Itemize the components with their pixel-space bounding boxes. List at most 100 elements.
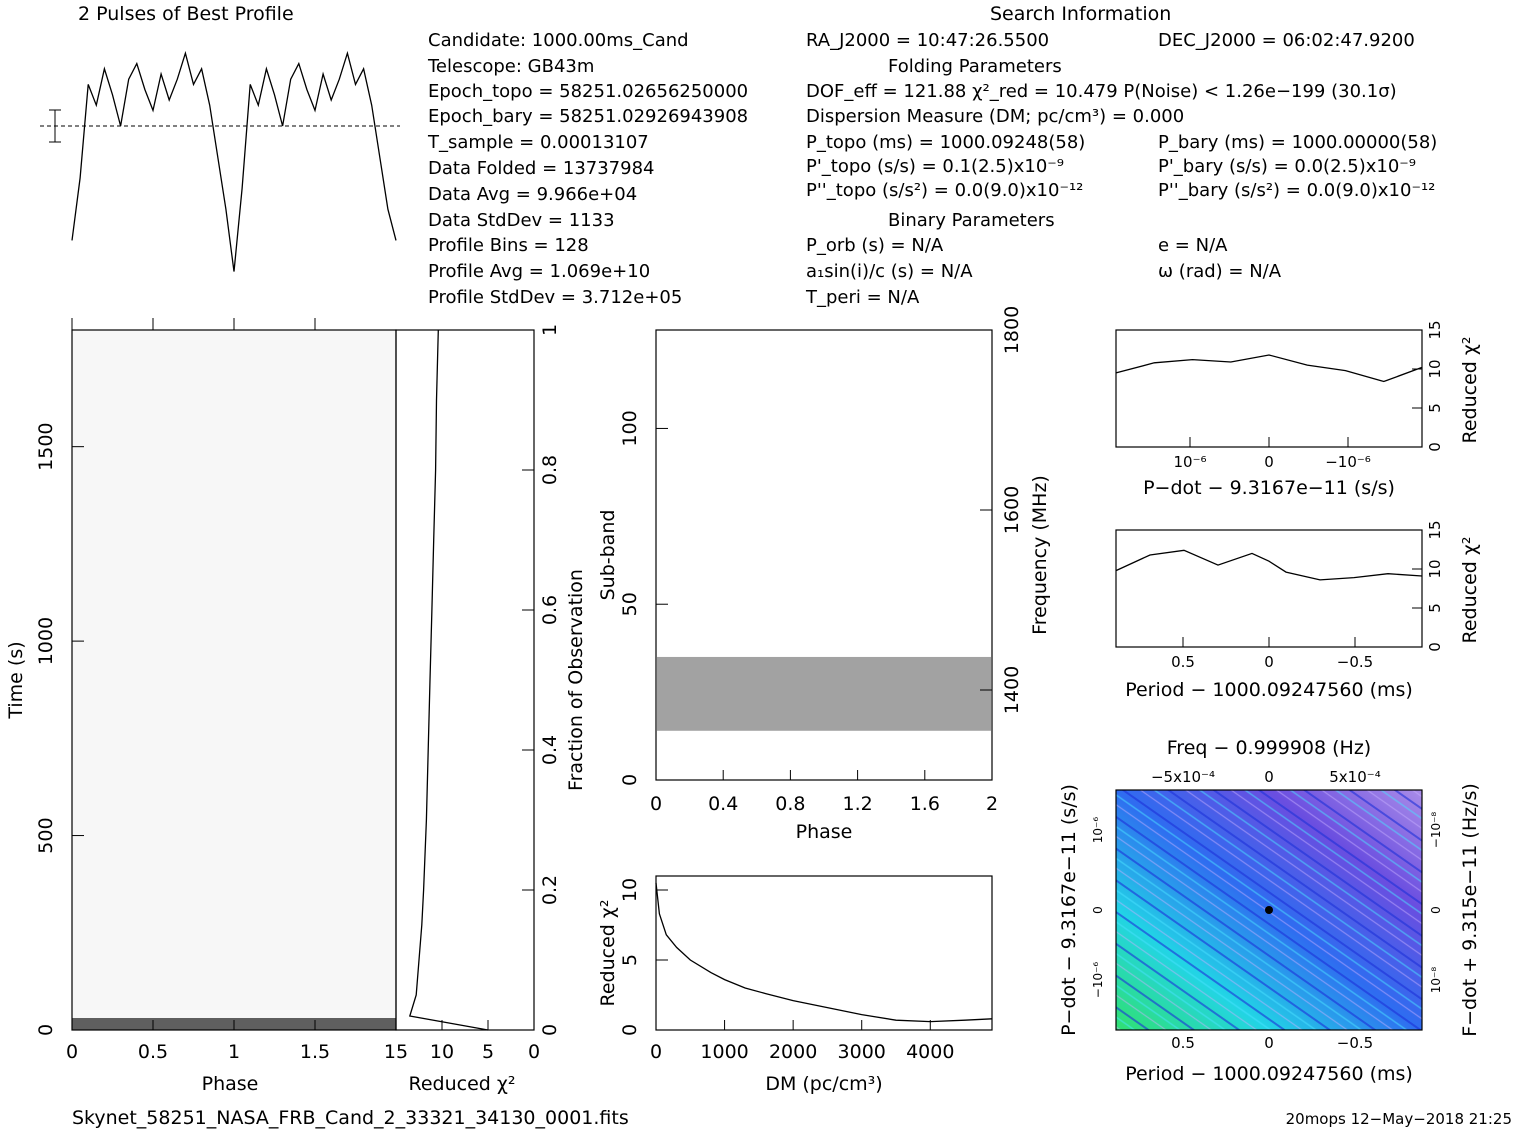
pd-plot-xtick-label: 0: [1264, 453, 1274, 471]
pd-plot-xtick-label: −10⁻⁶: [1325, 453, 1371, 471]
dm-chi2-frame: [655, 875, 993, 1031]
pdd-bary-line: P''_bary (s/s²) = 0.0(9.0)x10⁻¹²: [1158, 180, 1435, 201]
profile-avg-line: Profile Avg = 1.069e+10: [428, 261, 650, 282]
tc-xtick-label: 0: [528, 1041, 540, 1063]
grid-x2tick-label: −5x10⁻⁴: [1151, 768, 1215, 786]
tc-ytick-label: 1: [539, 324, 561, 336]
pd-bary-line: P'_bary (s/s) = 0.0(2.5)x10⁻⁹: [1158, 156, 1416, 177]
profile-curve: [71, 50, 397, 272]
dm-chi2-xlabel: DM (pc/cm³): [765, 1073, 882, 1095]
ra-line: RA_J2000 = 10:47:26.5500: [806, 30, 1049, 51]
dm-xtick-label: 2000: [769, 1041, 817, 1063]
grid-xlabel: Period − 1000.09247560 (ms): [1125, 1063, 1413, 1085]
time-chi2-ylabel: Fraction of Observation: [565, 569, 587, 791]
time-phase-plot: Phase Time (s) 0 0.5 1 1.5 0 500 1000 1500: [5, 318, 397, 1095]
telescope-line: Telescope: GB43m: [427, 56, 594, 77]
grid-best-marker: [1265, 906, 1273, 914]
grid-ytick-label: −10⁻⁶: [1091, 962, 1105, 999]
binary-title: Binary Parameters: [888, 210, 1055, 231]
tp-ytick-label: 1500: [35, 422, 57, 470]
omega-line: ω (rad) = N/A: [1158, 261, 1282, 282]
tc-ytick-label: 0.4: [539, 735, 561, 765]
pd-plot-ytick-label: 0: [1426, 442, 1444, 452]
sb-xtick-label: 1.2: [842, 793, 872, 815]
period-chi2-xlabel: Period − 1000.09247560 (ms): [1125, 679, 1413, 701]
dof-line: DOF_eff = 121.88 χ²_red = 10.479 P(Noise…: [806, 81, 1397, 102]
candidate-info: Candidate: 1000.00ms_Cand Telescope: GB4…: [427, 30, 748, 308]
time-chi2-xlabel: Reduced χ²: [409, 1073, 516, 1095]
dm-chi2-curve: [655, 882, 993, 1023]
time-phase-xlabel: Phase: [202, 1073, 259, 1095]
grid-x2tick-label: 0: [1264, 768, 1274, 786]
tc-xtick-label: 5: [482, 1041, 494, 1063]
sb-y2tick-label: 1800: [1001, 306, 1023, 354]
folding-title: Folding Parameters: [888, 56, 1062, 77]
t-sample-line: T_sample = 0.00013107: [427, 132, 649, 153]
dm-ytick-label: 10: [619, 878, 641, 902]
pp-plot-ytick-label: 5: [1426, 603, 1444, 613]
tc-ytick-label: 0.6: [539, 595, 561, 625]
grid-y2tick-label: 10⁻⁸: [1429, 967, 1443, 994]
a1sini-line: a₁sin(i)/c (s) = N/A: [806, 261, 973, 282]
t-peri-line: T_peri = N/A: [805, 287, 920, 308]
period-chi2-frame: [1115, 529, 1423, 648]
dm-xtick-label: 0: [650, 1041, 662, 1063]
tp-xtick-label: 1.5: [300, 1041, 330, 1063]
dm-chi2-ylabel: Reduced χ²: [597, 900, 619, 1007]
pp-plot-ytick-label: 15: [1426, 520, 1444, 539]
time-chi2-frame: [395, 329, 535, 1031]
pp-plot-curve: [1115, 549, 1423, 581]
pd-plot-curve: [1115, 354, 1423, 383]
pp-plot-xtick-label: −0.5: [1337, 653, 1373, 671]
tp-ytick-label: 1000: [35, 617, 57, 665]
sb-ytick-label: 0: [619, 774, 641, 786]
subband-ylabel: Sub-band: [597, 510, 619, 601]
subband-plot: Phase Sub-band Frequency (MHz) 0 0.4 0.8 1.…: [597, 306, 1051, 843]
profile-errorbar: [49, 109, 61, 143]
subband-y2label: Frequency (MHz): [1029, 475, 1051, 635]
time-chi2-plot: Reduced χ² Fraction of Observation 15 10 5…: [384, 324, 587, 1095]
tc-xtick-label: 10: [430, 1041, 454, 1063]
dm-xtick-label: 3000: [838, 1041, 886, 1063]
data-stddev-line: Data StdDev = 1133: [428, 210, 615, 231]
tp-ytick-label: 500: [35, 817, 57, 853]
pd-plot-ytick-label: 15: [1426, 320, 1444, 339]
grid-y2tick-label: −10⁻⁸: [1429, 812, 1443, 849]
tp-xtick-label: 0: [66, 1041, 78, 1063]
grid-y2label: F−dot + 9.315e−11 (Hz/s): [1459, 783, 1481, 1037]
sb-xtick-label: 0.4: [708, 793, 738, 815]
pdot-chi2-xlabel: P−dot − 9.3167e−11 (s/s): [1143, 477, 1395, 499]
pd-plot-xtick-label: 10⁻⁶: [1173, 453, 1206, 471]
sb-xtick-label: 0: [650, 793, 662, 815]
search-title: Search Information: [990, 3, 1171, 25]
grid-xtick-label: 0: [1264, 1034, 1274, 1052]
p-orb-line: P_orb (s) = N/A: [806, 235, 944, 256]
grid-ytick-label: 10⁻⁶: [1091, 817, 1105, 844]
p-topo-line: P_topo (ms) = 1000.09248(58): [806, 132, 1085, 153]
pd-topo-line: P'_topo (s/s) = 0.1(2.5)x10⁻⁹: [806, 156, 1064, 177]
sb-xtick-label: 1.6: [910, 793, 940, 815]
dec-line: DEC_J2000 = 06:02:47.9200: [1158, 30, 1415, 51]
dm-chi2-plot: DM (pc/cm³) Reduced χ² 0 1000 2000 3000 4000…: [597, 875, 993, 1095]
pdd-topo-line: P''_topo (s/s²) = 0.0(9.0)x10⁻¹²: [806, 180, 1083, 201]
grid-xtick-label: −0.5: [1337, 1034, 1373, 1052]
dm-ytick-label: 0: [619, 1024, 641, 1036]
epoch-bary-line: Epoch_bary = 58251.02926943908: [428, 106, 748, 127]
tc-ytick-label: 0: [539, 1024, 561, 1036]
footer-filename: Skynet_58251_NASA_FRB_Cand_2_33321_34130…: [72, 1107, 629, 1129]
time-phase-image: [72, 330, 396, 1030]
data-folded-line: Data Folded = 13737984: [428, 158, 655, 179]
sb-xtick-label: 0.8: [775, 793, 805, 815]
tc-ytick-label: 0.2: [539, 875, 561, 905]
grid-y2tick-label: 0: [1429, 906, 1443, 914]
pdot-chi2-frame: [1115, 329, 1423, 448]
dm-ytick-label: 5: [619, 954, 641, 966]
grid-title: Freq − 0.999908 (Hz): [1167, 737, 1371, 759]
data-avg-line: Data Avg = 9.966e+04: [428, 184, 637, 205]
grid-ytick-label: 0: [1091, 906, 1105, 914]
dm-line: Dispersion Measure (DM; pc/cm³) = 0.000: [806, 106, 1184, 127]
sb-ytick-label: 50: [619, 592, 641, 616]
pp-plot-xtick-label: 0.5: [1171, 653, 1195, 671]
tp-ytick-label: 0: [35, 1024, 57, 1036]
subband-xlabel: Phase: [796, 821, 853, 843]
